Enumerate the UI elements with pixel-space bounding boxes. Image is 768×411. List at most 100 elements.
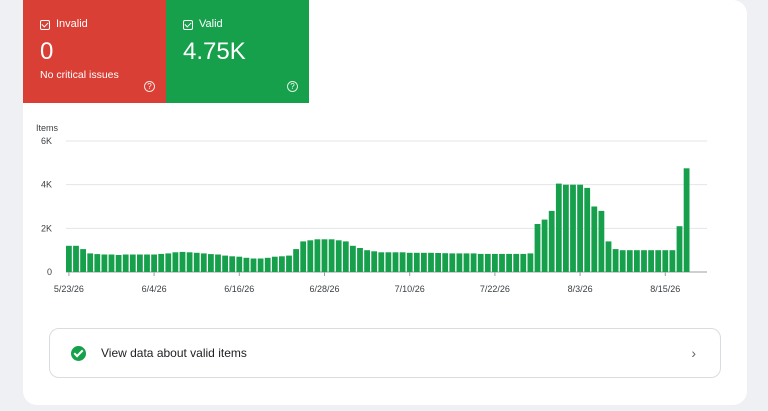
bar[interactable] [73,245,79,272]
bar[interactable] [399,252,406,272]
bar[interactable] [122,254,129,273]
bar[interactable] [541,219,548,272]
bar[interactable] [527,253,534,272]
bar[interactable] [179,251,186,272]
bar[interactable] [392,252,399,272]
bar[interactable] [94,254,101,272]
bar[interactable] [108,254,115,273]
help-icon[interactable]: ? [144,81,155,92]
bar[interactable] [342,241,349,272]
checkbox-checked-icon[interactable] [183,19,193,30]
bar[interactable] [208,254,214,272]
bar[interactable] [222,255,228,272]
bar[interactable] [243,257,250,272]
bar[interactable] [271,256,278,272]
bar[interactable] [151,254,157,273]
bar[interactable] [591,206,598,273]
bar[interactable] [477,253,484,272]
bar[interactable] [236,256,243,272]
bar[interactable] [158,253,165,272]
bar[interactable] [66,245,72,272]
bar[interactable] [662,250,669,272]
bar[interactable] [364,250,370,272]
bar[interactable] [328,239,335,273]
bar[interactable] [300,241,307,272]
bar[interactable] [626,250,633,272]
bar[interactable] [172,252,179,272]
bar[interactable] [279,256,285,272]
valid-label: Valid [199,18,223,30]
bar[interactable] [449,253,456,272]
bar[interactable] [513,253,520,272]
bar[interactable] [428,252,434,272]
bar[interactable] [570,184,576,272]
bar[interactable] [619,250,626,272]
bar[interactable] [250,258,257,273]
bar[interactable] [307,240,314,272]
bar[interactable] [165,253,172,272]
bar[interactable] [470,253,477,272]
bar[interactable] [648,250,654,272]
bar[interactable] [193,252,200,272]
bar[interactable] [378,252,385,272]
bar[interactable] [80,249,86,272]
bar[interactable] [293,249,299,272]
bar[interactable] [442,253,449,272]
bar[interactable] [520,253,527,272]
bar[interactable] [669,250,676,272]
bar[interactable] [492,253,498,272]
bar[interactable] [456,253,463,272]
y-tick-label: 4K [41,180,52,190]
bar[interactable] [229,256,236,272]
bar[interactable] [548,210,555,272]
checkbox-checked-icon[interactable] [40,19,50,30]
bar[interactable] [555,183,562,272]
bar[interactable] [186,252,193,272]
bar[interactable] [584,187,591,272]
help-icon[interactable]: ? [287,81,298,92]
bar[interactable] [506,253,512,272]
bar[interactable] [612,249,619,272]
bar[interactable] [577,184,583,272]
bar[interactable] [563,184,569,272]
view-valid-items-link[interactable]: View data about valid items › [49,328,721,378]
bar[interactable] [683,168,690,272]
bar[interactable] [371,251,378,272]
bar[interactable] [101,254,108,273]
bar[interactable] [335,240,342,272]
bar[interactable] [463,253,470,272]
bar[interactable] [385,252,392,272]
invalid-tile-header: Invalid [40,18,166,31]
bar[interactable] [605,241,612,272]
bar[interactable] [215,254,221,273]
bar[interactable] [534,224,541,272]
valid-tile[interactable]: Valid 4.75K ? [166,0,309,103]
bar[interactable] [634,250,640,272]
invalid-tile[interactable]: Invalid 0 No critical issues ? [23,0,166,103]
bar[interactable] [676,226,683,272]
bar[interactable] [286,255,292,272]
bar[interactable] [421,252,427,272]
chevron-right-icon: › [691,345,696,361]
bar[interactable] [257,258,264,273]
bar[interactable] [200,253,207,272]
bar[interactable] [413,252,420,272]
bar[interactable] [321,239,328,273]
x-tick-label: 8/15/26 [650,284,680,294]
bar[interactable] [435,253,441,272]
bar[interactable] [264,257,271,272]
bar[interactable] [655,250,662,272]
bar[interactable] [137,254,143,273]
bar[interactable] [499,253,505,272]
bar[interactable] [115,255,122,272]
bar[interactable] [598,210,605,272]
bar[interactable] [144,254,150,273]
bar[interactable] [129,254,136,273]
bar[interactable] [484,253,491,272]
bar[interactable] [641,250,647,272]
bar[interactable] [350,245,356,272]
bar[interactable] [357,248,363,272]
bar[interactable] [87,253,94,272]
bar[interactable] [314,239,321,273]
bar[interactable] [406,252,413,272]
